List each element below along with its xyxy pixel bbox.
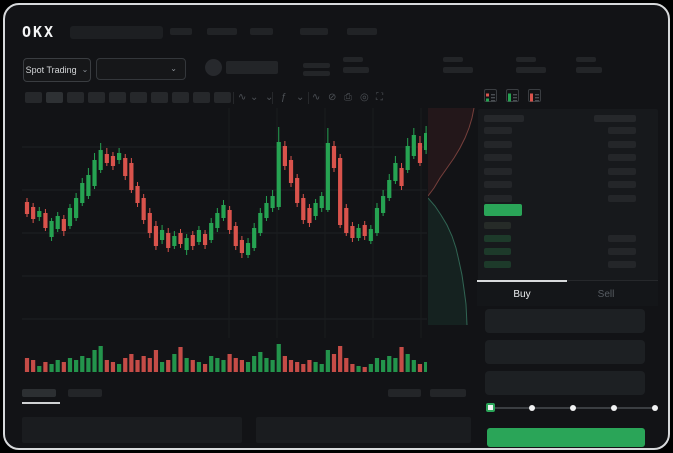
pair-dropdown[interactable]: ⌄ <box>96 58 186 80</box>
book-asks-icon[interactable] <box>528 89 541 102</box>
market-type-dropdown[interactable]: Spot Trading ⌄ <box>23 58 91 82</box>
alert-icon[interactable]: ◎ <box>360 92 369 103</box>
slider-step-dot[interactable] <box>611 405 617 411</box>
chevron-down-icon[interactable]: ⌄ <box>265 92 274 103</box>
timeframe-button[interactable] <box>130 92 147 103</box>
book-combined-icon[interactable] <box>484 89 497 102</box>
chevron-down-icon: ⌄ <box>81 65 89 74</box>
indicators-icon[interactable]: ƒ <box>281 92 287 103</box>
tab-buy[interactable]: Buy <box>513 289 531 300</box>
search-input[interactable] <box>70 26 163 39</box>
wave-icon[interactable]: ∿ <box>312 92 321 103</box>
ask-row-amount[interactable] <box>608 181 636 188</box>
toolbar-separator <box>308 92 309 104</box>
book-bids-icon[interactable] <box>506 89 519 102</box>
stat-label-placeholder <box>343 57 363 62</box>
orderbook-header-price <box>484 115 524 122</box>
slider-handle[interactable] <box>486 403 495 412</box>
ask-row-price[interactable] <box>484 127 512 134</box>
market-type-label: Spot Trading <box>25 65 77 75</box>
ask-row-amount[interactable] <box>608 141 636 148</box>
slider-step-dot[interactable] <box>529 405 535 411</box>
toolbar-separator <box>272 92 273 104</box>
bid-row-price[interactable] <box>484 222 511 229</box>
bottom-tab-indicator <box>22 402 60 404</box>
order-input-field[interactable] <box>485 371 645 395</box>
bid-row-price[interactable] <box>484 248 511 255</box>
timeframe-button[interactable] <box>25 92 42 103</box>
bottom-panel <box>256 417 471 443</box>
ask-row-price[interactable] <box>484 168 512 175</box>
chevron-down-icon[interactable]: ⌄ <box>296 92 305 103</box>
ask-row-price[interactable] <box>484 141 512 148</box>
slider-step-dot[interactable] <box>570 405 576 411</box>
okx-logo: OKX <box>22 23 56 41</box>
ask-row-amount[interactable] <box>608 154 636 161</box>
bottom-link[interactable] <box>430 389 466 397</box>
timeframe-button[interactable] <box>214 92 231 103</box>
timeframe-button[interactable] <box>193 92 210 103</box>
active-tab-indicator <box>477 280 567 282</box>
timeframe-button[interactable] <box>46 92 63 103</box>
ask-row-amount[interactable] <box>608 195 636 202</box>
stat-value-placeholder <box>516 67 546 73</box>
bottom-tab[interactable] <box>68 389 102 397</box>
bottom-link[interactable] <box>388 389 421 397</box>
nav-item[interactable] <box>300 28 328 35</box>
order-input-field[interactable] <box>485 340 645 364</box>
stat-value-placeholder <box>343 67 369 73</box>
nav-item[interactable] <box>170 28 192 35</box>
coin-avatar[interactable] <box>205 59 222 76</box>
stat-label-placeholder <box>443 57 463 62</box>
chevron-down-icon: ⌄ <box>170 64 177 73</box>
camera-icon[interactable]: ⎙ <box>344 92 352 103</box>
stat-label-placeholder <box>576 57 596 62</box>
bid-row-price[interactable] <box>484 235 511 242</box>
nav-item[interactable] <box>250 28 273 35</box>
ask-row-amount[interactable] <box>608 127 636 134</box>
depth-chart <box>428 108 475 325</box>
ask-row-price[interactable] <box>484 181 512 188</box>
price-change-placeholder <box>303 63 330 68</box>
slider-step-dot[interactable] <box>652 405 658 411</box>
ask-row-price[interactable] <box>484 195 512 202</box>
stat-label-placeholder <box>516 57 536 62</box>
bid-row-amount[interactable] <box>608 235 636 242</box>
bid-row-price[interactable] <box>484 261 511 268</box>
last-price-badge[interactable] <box>484 204 522 216</box>
nav-item[interactable] <box>347 28 377 35</box>
timeframe-button[interactable] <box>172 92 189 103</box>
price-change-placeholder <box>303 71 330 76</box>
ask-row-amount[interactable] <box>608 168 636 175</box>
nav-item[interactable] <box>207 28 237 35</box>
stat-value-placeholder <box>443 67 473 73</box>
chevron-down-icon[interactable]: ⌄ <box>250 92 259 103</box>
app-window: OKX Spot Trading ⌄ ⌄ Buy Sell <box>3 3 670 450</box>
bid-row-amount[interactable] <box>608 261 636 268</box>
chart-type-icon[interactable]: ∿ <box>238 92 247 103</box>
tab-sell[interactable]: Sell <box>597 289 615 300</box>
bid-row-amount[interactable] <box>608 248 636 255</box>
timeframe-button[interactable] <box>151 92 168 103</box>
last-price-placeholder <box>226 61 278 74</box>
ask-row-price[interactable] <box>484 154 512 161</box>
timeframe-button[interactable] <box>109 92 126 103</box>
orderbook-header-amount <box>594 115 636 122</box>
candlestick-chart[interactable] <box>22 108 427 375</box>
timeframe-button[interactable] <box>88 92 105 103</box>
stat-value-placeholder <box>576 67 602 73</box>
bottom-tab[interactable] <box>22 389 56 397</box>
compare-icon[interactable]: ⊘ <box>328 92 337 103</box>
order-input-field[interactable] <box>485 309 645 333</box>
fullscreen-icon[interactable]: ⛶ <box>376 92 383 103</box>
submit-order-button[interactable] <box>487 428 645 447</box>
toolbar-separator <box>233 92 234 104</box>
timeframe-button[interactable] <box>67 92 84 103</box>
bottom-panel <box>22 417 242 443</box>
trade-tab-bar <box>477 280 658 306</box>
